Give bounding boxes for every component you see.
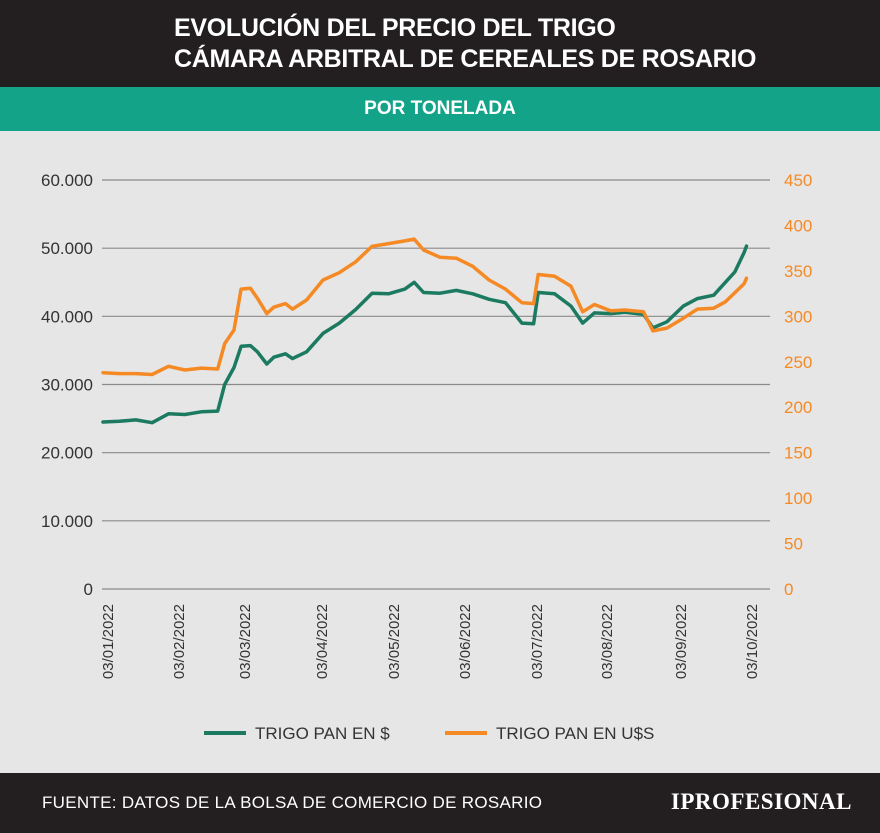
footer-bar: FUENTE: DATOS DE LA BOLSA DE COMERCIO DE… [0, 773, 880, 833]
x-tick-label: 03/05/2022 [386, 604, 403, 679]
y-right-tick-label: 50 [784, 535, 803, 554]
chart-subtitle: POR TONELADA [364, 98, 516, 119]
y-left-tick-label: 60.000 [41, 171, 93, 190]
header-bar: EVOLUCIÓN DEL PRECIO DEL TRIGO CÁMARA AR… [0, 0, 880, 87]
x-tick-label: 03/02/2022 [171, 604, 188, 679]
subtitle-band: POR TONELADA [0, 87, 880, 131]
x-tick-label: 03/04/2022 [314, 604, 331, 679]
x-tick-label: 03/10/2022 [744, 604, 761, 679]
y-right-tick-label: 250 [784, 353, 812, 372]
series-line-usd [101, 237, 749, 377]
x-tick-label: 03/06/2022 [457, 604, 474, 679]
chart-title-line2: CÁMARA ARBITRAL DE CEREALES DE ROSARIO [174, 45, 757, 73]
legend-label: TRIGO PAN EN U$S [496, 724, 654, 743]
legend-label: TRIGO PAN EN $ [255, 724, 390, 743]
y-left-tick-label: 0 [84, 580, 93, 599]
series-line-peso [101, 244, 749, 425]
y-left-tick-label: 40.000 [41, 307, 93, 326]
y-right-tick-label: 100 [784, 489, 812, 508]
x-tick-label: 03/09/2022 [673, 604, 690, 679]
y-right-tick-label: 350 [784, 262, 812, 281]
y-right-tick-label: 200 [784, 398, 812, 417]
y-right-tick-label: 450 [784, 171, 812, 190]
y-right-tick-label: 0 [784, 580, 793, 599]
line-chart: 0 10.000 20.000 30.000 40.000 50.000 60.000 0 50… [41, 171, 812, 743]
brand-logo: IPROFESIONAL [670, 789, 852, 814]
y-left-tick-label: 10.000 [41, 512, 93, 531]
y-left-tick-label: 20.000 [41, 444, 93, 463]
x-tick-label: 03/08/2022 [599, 604, 616, 679]
y-right-tick-label: 400 [784, 216, 812, 235]
x-tick-label: 03/03/2022 [237, 604, 254, 679]
y-right-tick-label: 300 [784, 307, 812, 326]
x-tick-label: 03/01/2022 [100, 604, 117, 679]
chart-title-line1: EVOLUCIÓN DEL PRECIO DEL TRIGO [174, 14, 616, 42]
y-right-tick-label: 150 [784, 444, 812, 463]
x-tick-label: 03/07/2022 [529, 604, 546, 679]
source-note: FUENTE: DATOS DE LA BOLSA DE COMERCIO DE… [42, 793, 543, 812]
y-left-tick-label: 30.000 [41, 376, 93, 395]
y-left-tick-label: 50.000 [41, 239, 93, 258]
